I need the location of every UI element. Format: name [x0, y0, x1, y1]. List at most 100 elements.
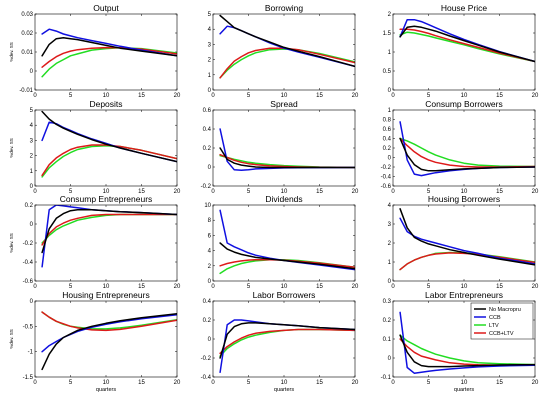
x-tick-label: 10	[461, 189, 468, 195]
y-tick-label: 0	[208, 165, 212, 171]
subplot-title: Consump Borrowers	[425, 99, 502, 109]
series-line-ltv	[399, 31, 535, 63]
y-tick-label: -0.1	[381, 375, 392, 381]
x-tick-label: 5	[247, 93, 251, 99]
x-tick-label: 20	[352, 380, 359, 386]
axes-box	[212, 109, 356, 187]
y-tick-label: -0.6	[381, 184, 392, 190]
series-line-no-macropru	[399, 25, 535, 63]
y-tick-label: 0	[388, 279, 392, 285]
series-line-ltv	[41, 213, 177, 244]
x-tick-label: 15	[316, 93, 323, 99]
subplot-10: Housing Entrepreneurs 0 5 10 15 20 -1.5 -1 -0.5 0…	[9, 290, 181, 386]
x-tick-label: 20	[174, 380, 181, 386]
x-tick-label: 15	[496, 189, 503, 195]
x-tick-label: 0	[211, 284, 215, 290]
y-tick-label: -1	[28, 350, 34, 356]
y-tick-label: 0.01	[21, 50, 33, 56]
series-line-no-macropru	[41, 36, 177, 57]
legend-label: CCB	[489, 315, 501, 321]
y-tick-label: 2	[30, 154, 34, 160]
x-tick-label: 5	[247, 189, 251, 195]
series-group	[219, 128, 355, 172]
y-tick-label: -0.4	[201, 375, 212, 381]
axes-box	[212, 13, 356, 91]
x-tick-label: 10	[281, 380, 288, 386]
axes-box	[212, 204, 356, 282]
y-tick-label: 0.4	[203, 127, 212, 133]
y-tick-label: 4	[208, 249, 212, 255]
series-group	[41, 205, 177, 268]
series-line-no-macropru	[219, 147, 355, 169]
series-group	[41, 311, 177, 371]
series-line-ltv	[41, 311, 177, 330]
x-tick-label: 5	[427, 284, 431, 290]
x-tick-label: 10	[103, 380, 110, 386]
y-tick-label: 1	[388, 50, 392, 56]
x-tick-label: 5	[247, 284, 251, 290]
x-tick-label: 0	[33, 93, 37, 99]
y-tick-label: 1	[388, 260, 392, 266]
x-tick-label: 0	[211, 93, 215, 99]
x-tick-label: 10	[281, 93, 288, 99]
series-line-ccb	[399, 18, 535, 63]
subplot-title: Labor Entrepreneurs	[425, 290, 503, 300]
axes-box	[34, 109, 178, 187]
x-tick-label: 0	[391, 284, 395, 290]
y-tick-label: 0	[30, 299, 34, 305]
x-tick-label: 10	[281, 284, 288, 290]
y-tick-label: 2	[208, 264, 212, 270]
x-tick-label: 10	[461, 284, 468, 290]
series-group	[219, 319, 355, 374]
series-line-no-macropru	[219, 14, 355, 68]
y-tick-label: 4	[30, 123, 34, 129]
legend-label: No Macropru	[489, 307, 521, 313]
x-tick-label: 15	[138, 284, 145, 290]
y-tick-label: -0.2	[201, 184, 212, 190]
legend-label: CCB+LTV	[489, 331, 514, 337]
series-line-no-macropru	[41, 312, 177, 371]
series-line-ccb-ltv	[41, 213, 177, 246]
subplot-title: Deposits	[89, 99, 122, 109]
series-group	[41, 28, 177, 78]
x-tick-label: 5	[69, 284, 73, 290]
series-line-ltv	[219, 328, 355, 357]
y-tick-label: 0.2	[25, 203, 34, 209]
x-tick-label: 0	[211, 189, 215, 195]
x-tick-label: 10	[461, 93, 468, 99]
y-tick-label: 0	[30, 69, 34, 75]
y-tick-label: 4	[208, 27, 212, 33]
x-tick-label: 20	[352, 189, 359, 195]
axes-box	[392, 300, 536, 378]
series-line-ltv	[41, 144, 177, 178]
subplot-8: Dividends 0 5 10 15 20 0 2 4 6 8 10	[204, 194, 359, 290]
series-line-ccb-ltv	[219, 258, 355, 269]
series-line-ccb-ltv	[41, 46, 177, 68]
x-tick-label: 15	[316, 189, 323, 195]
series-line-no-macropru	[399, 137, 535, 172]
x-tick-label: 10	[461, 380, 468, 386]
x-axis-label: quarters	[96, 387, 116, 393]
series-line-ccb-ltv	[399, 28, 535, 63]
y-tick-label: -0.2	[201, 356, 212, 362]
y-tick-label: -0.2	[23, 241, 34, 247]
series-group	[219, 14, 355, 79]
y-tick-label: 3	[208, 42, 212, 48]
y-tick-label: -0.2	[381, 165, 392, 171]
y-tick-label: 5	[208, 12, 212, 18]
y-tick-label: -0.01	[19, 88, 33, 94]
y-tick-label: 0.1	[383, 337, 392, 343]
y-tick-label: 0	[208, 337, 212, 343]
series-line-ccb-ltv	[219, 47, 355, 79]
y-axis-label: %dev. SS	[9, 138, 14, 157]
x-tick-label: 20	[174, 284, 181, 290]
subplot-title: Spread	[270, 99, 298, 109]
y-tick-label: 0.3	[383, 299, 392, 305]
y-tick-label: -0.4	[23, 260, 34, 266]
y-tick-label: 0	[208, 279, 212, 285]
subplot-4: Deposits 0 5 10 15 20 0 1 2 3 4 5	[30, 99, 181, 195]
subplot-title: House Price	[441, 3, 488, 13]
y-tick-label: 1	[388, 108, 392, 114]
x-tick-label: 10	[103, 284, 110, 290]
